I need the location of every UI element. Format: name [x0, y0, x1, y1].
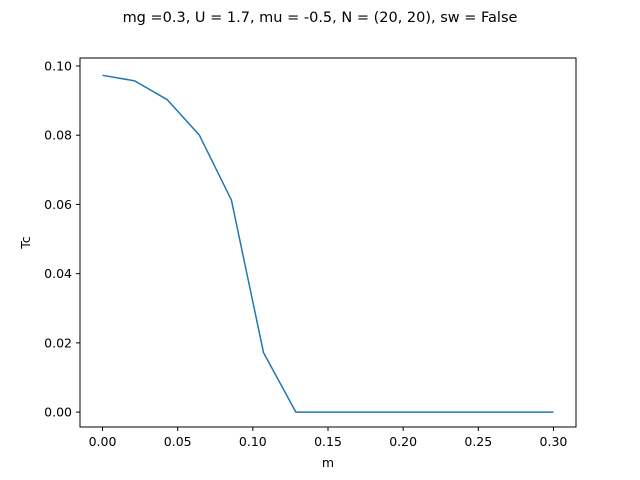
series-line-0	[102, 74, 554, 413]
x-tick-label: 0.00	[89, 434, 117, 449]
x-axis-label: m	[322, 455, 334, 470]
y-tick-label: 0.04	[44, 266, 72, 281]
x-tick-label: 0.15	[314, 434, 342, 449]
x-tick-label: 0.30	[540, 434, 568, 449]
y-tick-label: 0.00	[44, 405, 72, 420]
y-tick-label: 0.06	[44, 197, 72, 212]
y-tick-label: 0.08	[44, 128, 72, 143]
y-tick-label: 0.10	[44, 58, 72, 73]
x-tick-label: 0.25	[464, 434, 492, 449]
y-tick-label: 0.02	[44, 335, 72, 350]
plot-frame	[79, 57, 577, 428]
y-axis-label: Tc	[18, 236, 33, 250]
x-tick-label: 0.10	[239, 434, 267, 449]
x-tick-label: 0.05	[164, 434, 192, 449]
x-tick-label: 0.20	[389, 434, 417, 449]
chart-title: mg =0.3, U = 1.7, mu = -0.5, N = (20, 20…	[123, 10, 518, 26]
